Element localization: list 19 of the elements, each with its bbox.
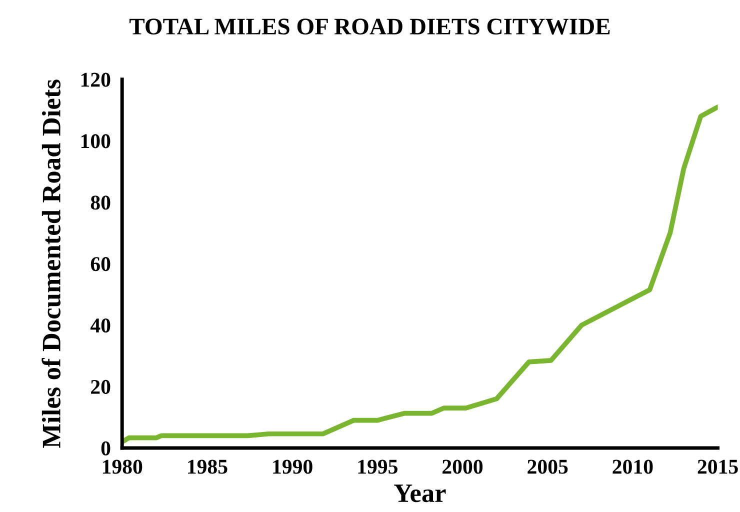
x-axis-title: Year bbox=[394, 484, 446, 502]
y-tick-label: 100 bbox=[81, 134, 110, 148]
y-tick-label: 80 bbox=[90, 196, 110, 210]
chart-title: TOTAL MILES OF ROAD DIETS CITYWIDE bbox=[129, 18, 610, 35]
y-axis-title: Miles of Documented Road Diets bbox=[42, 80, 61, 448]
y-tick-label: 40 bbox=[90, 318, 110, 333]
x-tick-label: 2015 bbox=[698, 460, 738, 474]
x-tick-label: 2005 bbox=[528, 460, 568, 474]
y-tick-label: 120 bbox=[81, 72, 110, 87]
x-tick-label: 1990 bbox=[273, 460, 312, 474]
y-tick-label: 60 bbox=[90, 257, 110, 272]
x-tick-label: 2000 bbox=[442, 460, 483, 474]
line-series bbox=[122, 104, 718, 444]
x-tick-label: 1985 bbox=[188, 460, 228, 474]
x-tick-label: 1980 bbox=[102, 460, 142, 474]
y-tick-label: 0 bbox=[101, 441, 110, 456]
y-tick-label: 20 bbox=[91, 380, 110, 394]
x-tick-label: 1995 bbox=[358, 460, 398, 474]
x-tick-label: 2010 bbox=[612, 460, 653, 474]
